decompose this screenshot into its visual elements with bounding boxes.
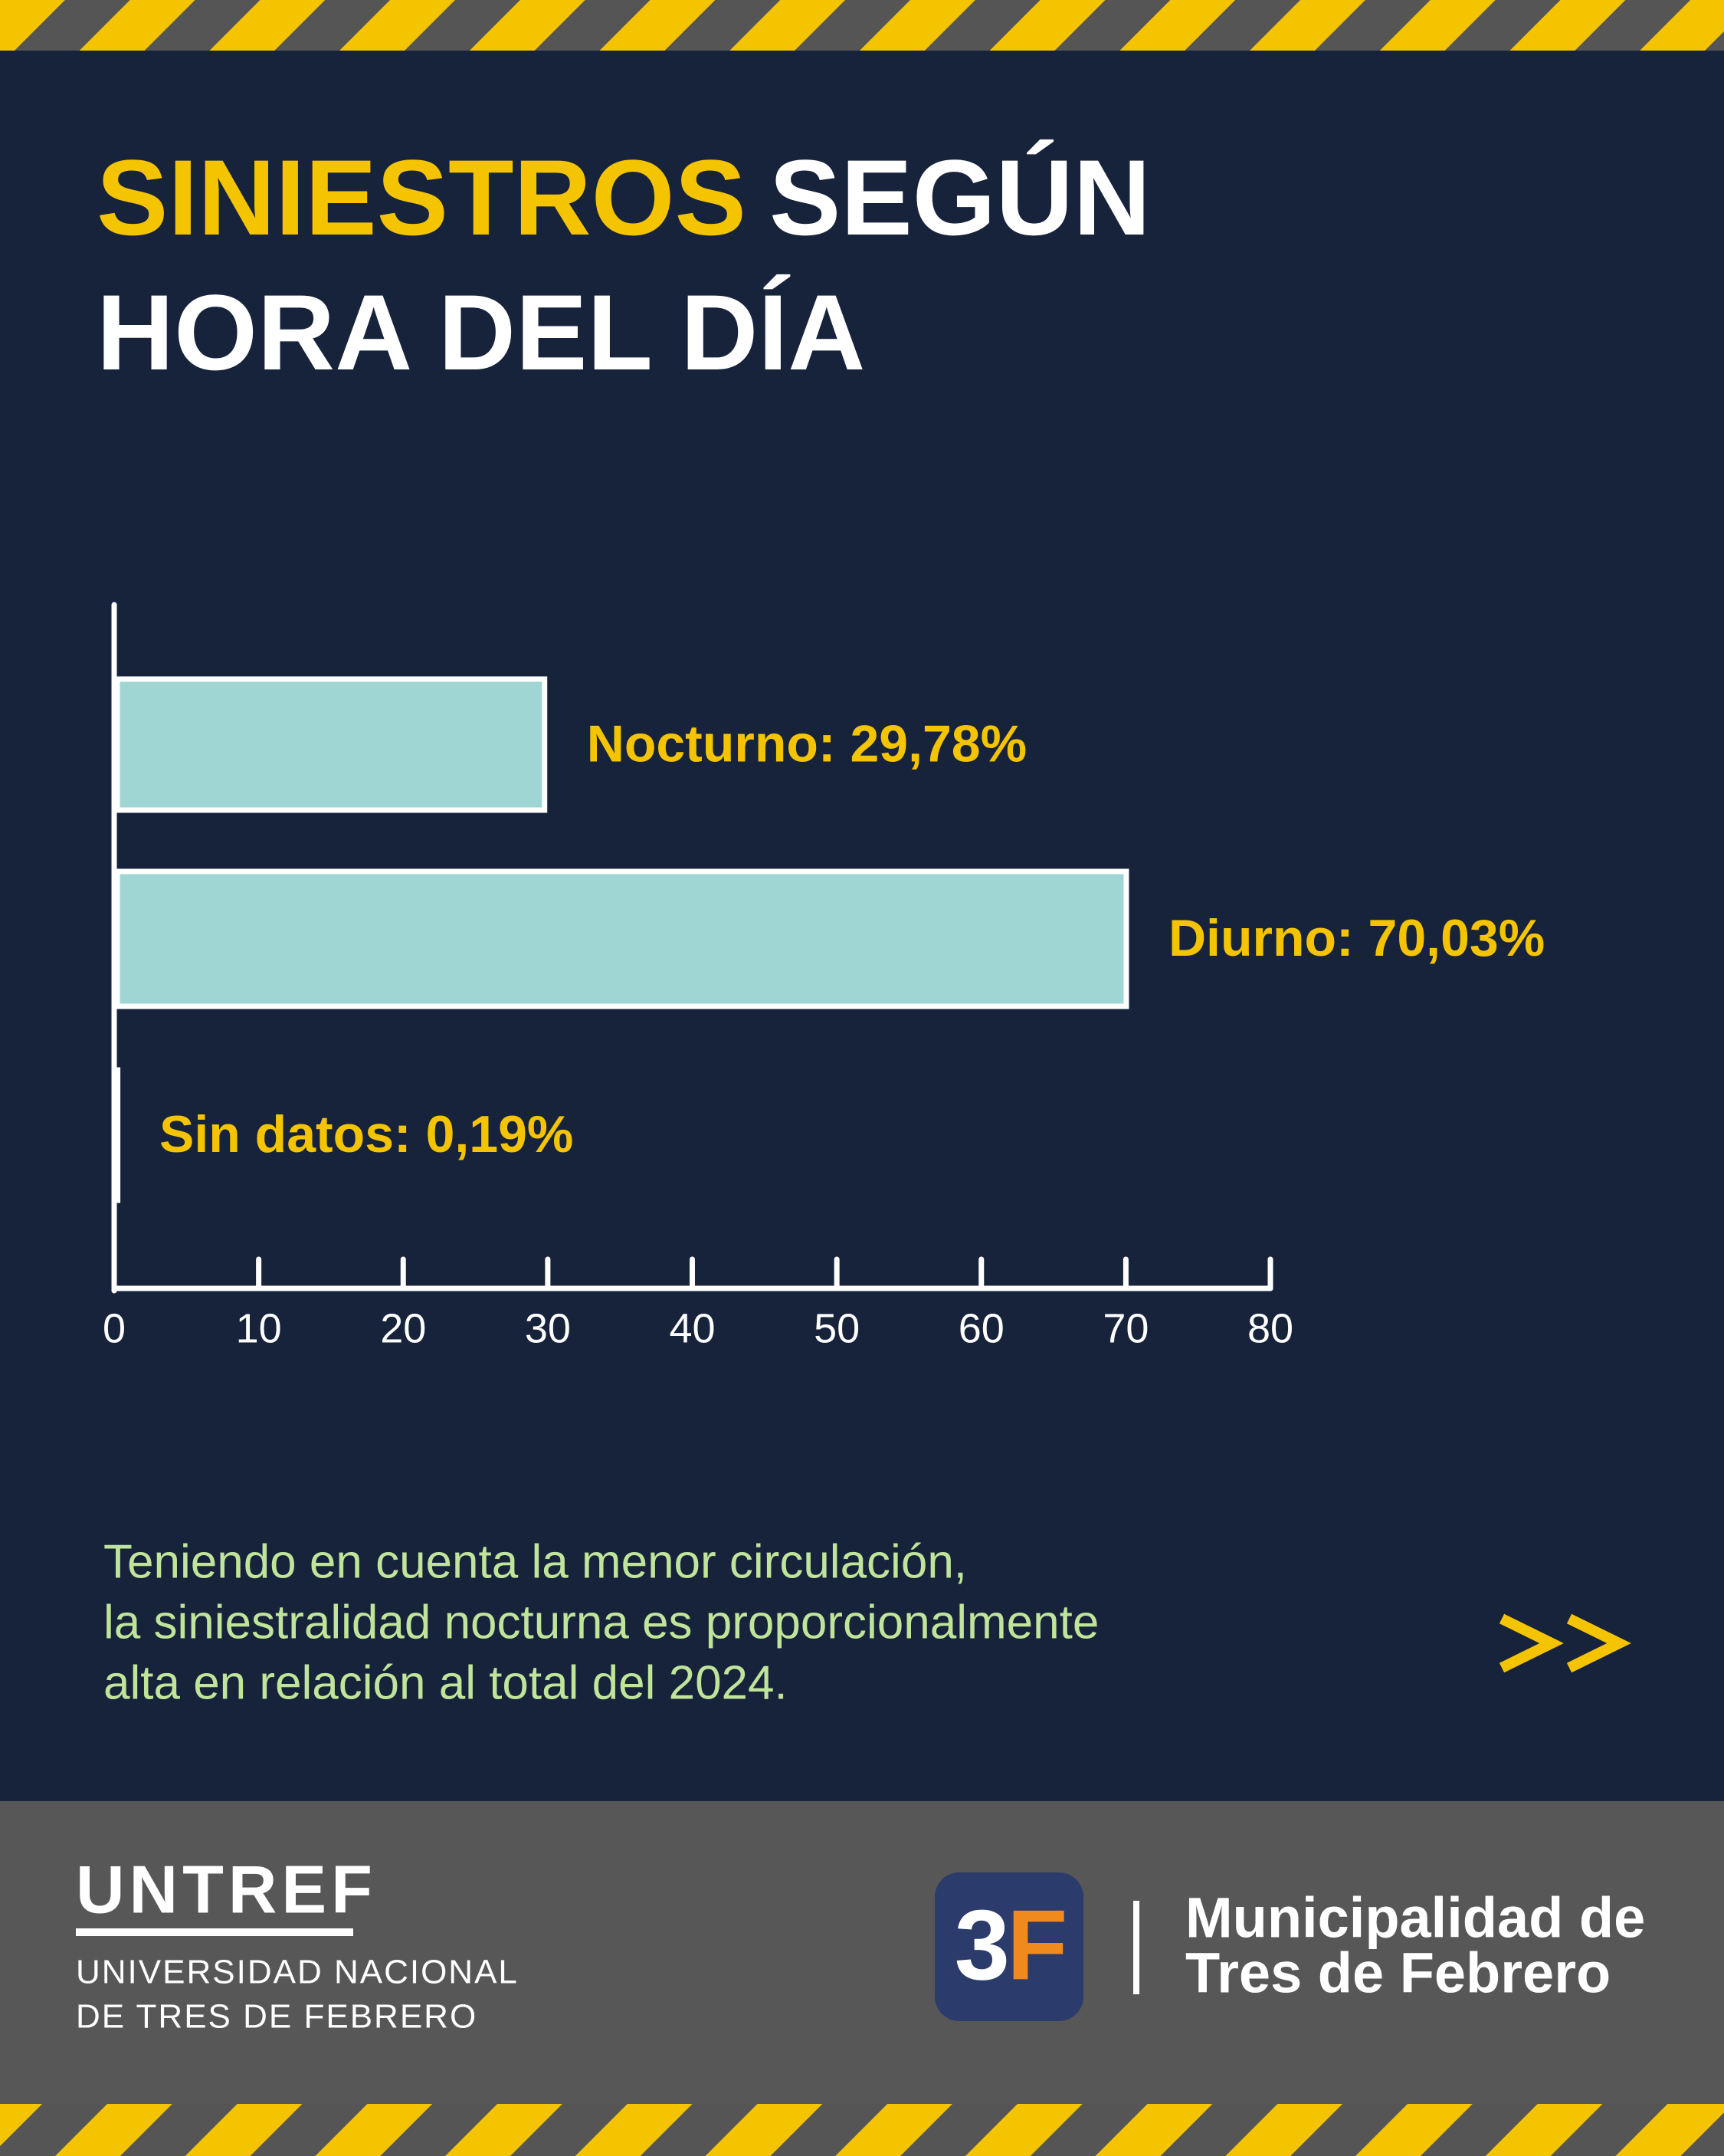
- chart-title: SINIESTROS SEGÚN: [97, 137, 1151, 258]
- x-tick-label: 60: [959, 1305, 1005, 1351]
- 3f-logo: [935, 1872, 1083, 2021]
- note-line: alta en relación al total del 2024.: [103, 1656, 788, 1709]
- bottom-stripes: [0, 2104, 1724, 2156]
- x-tick-label: 30: [525, 1305, 571, 1351]
- title-highlight: SINIESTROS: [97, 137, 746, 258]
- x-tick-label: 50: [814, 1305, 860, 1351]
- bar: [114, 1067, 121, 1203]
- note-line: Teniendo en cuenta la menor circulación,: [103, 1535, 967, 1588]
- next-arrow: [1566, 1613, 1631, 1673]
- top-stripes: [0, 0, 1724, 51]
- x-tick-label: 80: [1247, 1305, 1293, 1351]
- x-tick-label: 10: [236, 1305, 282, 1351]
- x-tick-label: 70: [1103, 1305, 1149, 1351]
- x-tick-label: 40: [669, 1305, 715, 1351]
- note: Teniendo en cuenta la menor circulación,…: [103, 1535, 1099, 1709]
- divider: [1133, 1901, 1139, 1994]
- title-part: HORA DEL DÍA: [97, 272, 865, 392]
- footer-band: [0, 1801, 1724, 2104]
- value-label: Diurno: 70,03%: [1168, 909, 1545, 967]
- value-label: Sin datos: 0,19%: [159, 1105, 573, 1163]
- municipio-name: Tres de Febrero: [1185, 1941, 1611, 2005]
- untref-name: DE TRES DE FEBRERO: [76, 1998, 477, 2036]
- x-tick-label: 20: [380, 1305, 426, 1351]
- untref-name: UNIVERSIDAD NACIONAL: [76, 1954, 519, 1991]
- bar: [114, 676, 548, 813]
- x-tick-label: 0: [103, 1305, 126, 1351]
- bar: [114, 868, 1129, 1009]
- municipio-name: Municipalidad de: [1185, 1886, 1645, 1950]
- untref-logo: UNTREF: [76, 1851, 377, 1927]
- note-line: la siniestralidad nocturna es proporcion…: [103, 1596, 1099, 1649]
- next-arrow: [1499, 1613, 1564, 1673]
- value-label: Nocturno: 29,78%: [587, 714, 1027, 773]
- title-part: SEGÚN: [769, 137, 1151, 258]
- 3f-logo-text: F: [1007, 1889, 1067, 2000]
- untref-underline: [76, 1928, 353, 1936]
- 3f-logo-text: 3: [955, 1889, 1010, 2000]
